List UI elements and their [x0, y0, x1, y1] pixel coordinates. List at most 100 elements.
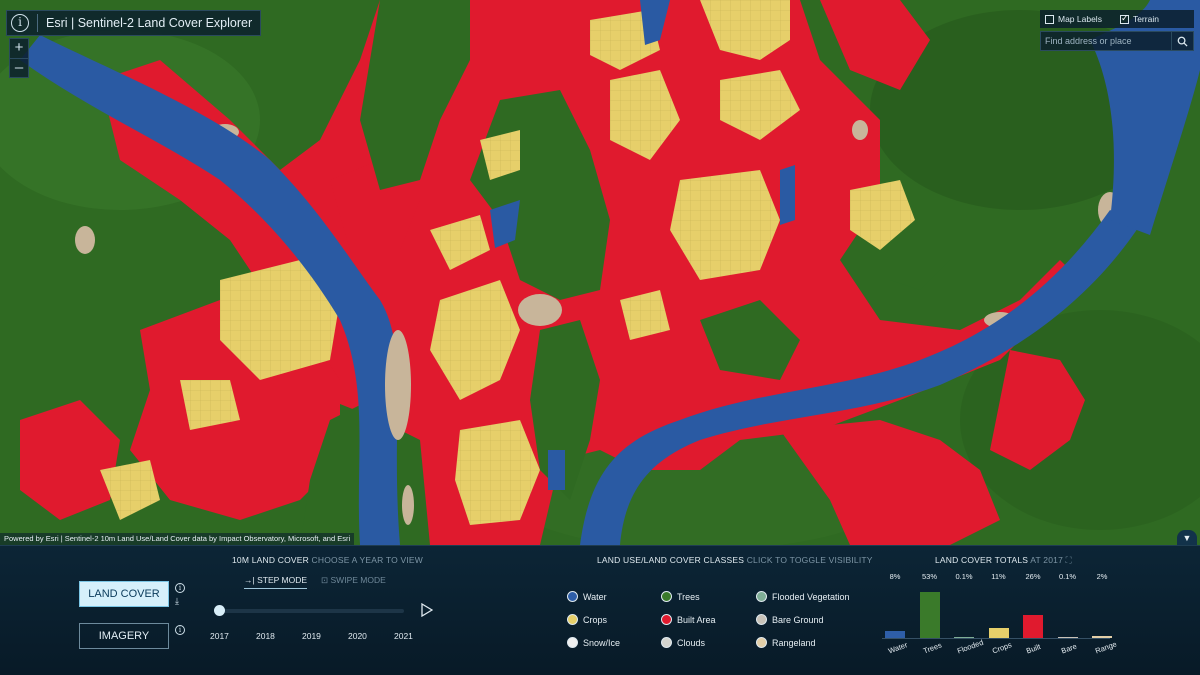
legend-swatch — [756, 614, 767, 625]
zoom-control: + – — [9, 38, 29, 78]
legend-item-rangeland[interactable]: Rangeland — [756, 637, 816, 648]
year-slider-track[interactable] — [218, 609, 404, 613]
search-box — [1040, 31, 1194, 51]
classes-section-title: LAND USE/LAND COVER CLASSES — [597, 555, 745, 565]
legend-swatch — [756, 591, 767, 602]
step-mode-icon: →| — [244, 575, 255, 585]
terrain-label: Terrain — [1132, 14, 1159, 24]
legend-item-snow-ice[interactable]: Snow/Ice — [567, 637, 620, 648]
legend-swatch — [756, 637, 767, 648]
play-icon[interactable] — [421, 603, 433, 617]
year-slider-thumb[interactable] — [214, 605, 225, 616]
title-divider — [37, 14, 38, 32]
chevron-down-icon: ▼ — [1182, 533, 1192, 543]
year-2021[interactable]: 2021 — [394, 631, 413, 641]
year-2017[interactable]: 2017 — [210, 631, 229, 641]
totals-section-header: LAND COVER TOTALS AT 2017 ⛶ — [935, 555, 1072, 566]
download-icon[interactable]: ⤓ — [175, 596, 179, 606]
legend-label: Clouds — [677, 637, 706, 648]
land-cover-map[interactable] — [0, 0, 1200, 545]
bar-category-label: Range — [1094, 639, 1118, 656]
bar-crops — [988, 628, 1009, 638]
mode-tabs: →| STEP MODE ⊡ SWIPE MODE — [244, 575, 386, 589]
map-attribution: Powered by Esri | Sentinel-2 10m Land Us… — [0, 533, 355, 545]
totals-section-title: LAND COVER TOTALS — [935, 555, 1029, 565]
classes-section-hint: CLICK TO TOGGLE VISIBILITY — [746, 555, 873, 565]
imagery-info-icon[interactable]: i — [175, 625, 185, 635]
bar-value-label: 26% — [1025, 572, 1041, 581]
legend-label: Bare Ground — [772, 614, 824, 625]
search-icon — [1177, 36, 1188, 47]
bar-category-label: Crops — [990, 640, 1013, 656]
year-section-header: 10M LAND COVER CHOOSE A YEAR TO VIEW — [232, 555, 423, 565]
legend-swatch — [567, 614, 578, 625]
totals-section-hint: AT 2017 — [1030, 555, 1063, 565]
year-section-title: 10M LAND COVER — [232, 555, 309, 565]
layer-toggles: Map Labels Terrain — [1040, 10, 1194, 28]
legend-item-bare-ground[interactable]: Bare Ground — [756, 614, 824, 625]
legend-swatch — [661, 591, 672, 602]
bar-category-label: Built — [1025, 642, 1042, 656]
step-mode-tab[interactable]: →| STEP MODE — [244, 575, 308, 589]
collapse-panel-button[interactable]: ▼ — [1177, 530, 1197, 545]
legend-label: Water — [583, 591, 607, 602]
bar-category-label: Bare — [1059, 641, 1078, 656]
imagery-button[interactable]: IMAGERY — [79, 623, 169, 649]
terrain-checkbox[interactable] — [1119, 13, 1129, 24]
bar-flooded — [954, 636, 974, 638]
app-title-bar: i Esri | Sentinel-2 Land Cover Explorer — [6, 10, 262, 36]
land-cover-info-icon[interactable]: i — [175, 583, 185, 593]
search-input[interactable] — [1041, 36, 1171, 46]
bar-bare — [1057, 636, 1078, 638]
swipe-mode-label: SWIPE MODE — [330, 575, 386, 585]
zoom-out-button[interactable]: – — [10, 58, 28, 77]
chart-baseline — [882, 638, 1110, 639]
classes-section-header: LAND USE/LAND COVER CLASSES CLICK TO TOG… — [597, 555, 873, 565]
bar-category-label: Water — [887, 640, 909, 656]
legend-label: Snow/Ice — [583, 637, 621, 648]
year-2020[interactable]: 2020 — [348, 631, 367, 641]
app-title: Esri | Sentinel-2 Land Cover Explorer — [46, 16, 253, 30]
bar-built — [1023, 615, 1043, 638]
step-mode-label: STEP MODE — [257, 575, 308, 585]
bottom-panel: LAND COVER i ⤓ IMAGERY i 10M LAND COVER … — [0, 545, 1200, 675]
legend-label: Built Area — [677, 614, 716, 625]
legend-label: Rangeland — [772, 637, 816, 648]
bar-value-label: 11% — [991, 572, 1006, 581]
search-button[interactable] — [1171, 32, 1193, 50]
legend-item-water[interactable]: Water — [567, 591, 607, 602]
year-2019[interactable]: 2019 — [302, 631, 321, 641]
legend-swatch — [567, 591, 578, 602]
year-2018[interactable]: 2018 — [256, 631, 275, 641]
bar-value-label: 53% — [921, 572, 937, 581]
bar-value-label: 0.1% — [955, 572, 973, 581]
legend-label: Trees — [677, 591, 700, 602]
bar-trees — [919, 592, 940, 638]
legend-item-crops[interactable]: Crops — [567, 614, 607, 625]
map-labels-toggle[interactable]: Map Labels — [1045, 14, 1102, 24]
legend-item-flooded-vegetation[interactable]: Flooded Vegetation — [756, 591, 850, 602]
land-cover-button[interactable]: LAND COVER — [79, 581, 169, 607]
bar-value-label: 0.1% — [1058, 572, 1077, 581]
map-labels-checkbox[interactable] — [1045, 14, 1054, 24]
legend-label: Crops — [583, 614, 608, 625]
expand-icon[interactable]: ⛶ — [1065, 555, 1072, 565]
bar-category-label: Trees — [921, 640, 943, 656]
legend-item-trees[interactable]: Trees — [661, 591, 700, 602]
info-icon[interactable]: i — [11, 14, 29, 32]
legend-swatch — [661, 614, 672, 625]
legend-swatch — [661, 637, 672, 648]
zoom-in-button[interactable]: + — [14, 39, 24, 56]
bar-range — [1092, 636, 1112, 638]
bar-category-label: Flooded — [956, 637, 985, 656]
terrain-toggle[interactable]: Terrain — [1119, 13, 1159, 24]
swipe-mode-icon: ⊡ — [321, 575, 329, 585]
legend-swatch — [567, 637, 578, 648]
swipe-mode-tab[interactable]: ⊡ SWIPE MODE — [321, 575, 386, 589]
bar-value-label: 2% — [1096, 572, 1108, 581]
map-labels-label: Map Labels — [1058, 14, 1102, 24]
legend-item-built-area[interactable]: Built Area — [661, 614, 716, 625]
map-view[interactable]: i Esri | Sentinel-2 Land Cover Explorer … — [0, 0, 1200, 545]
legend-item-clouds[interactable]: Clouds — [661, 637, 705, 648]
bar-value-label: 8% — [889, 572, 901, 581]
